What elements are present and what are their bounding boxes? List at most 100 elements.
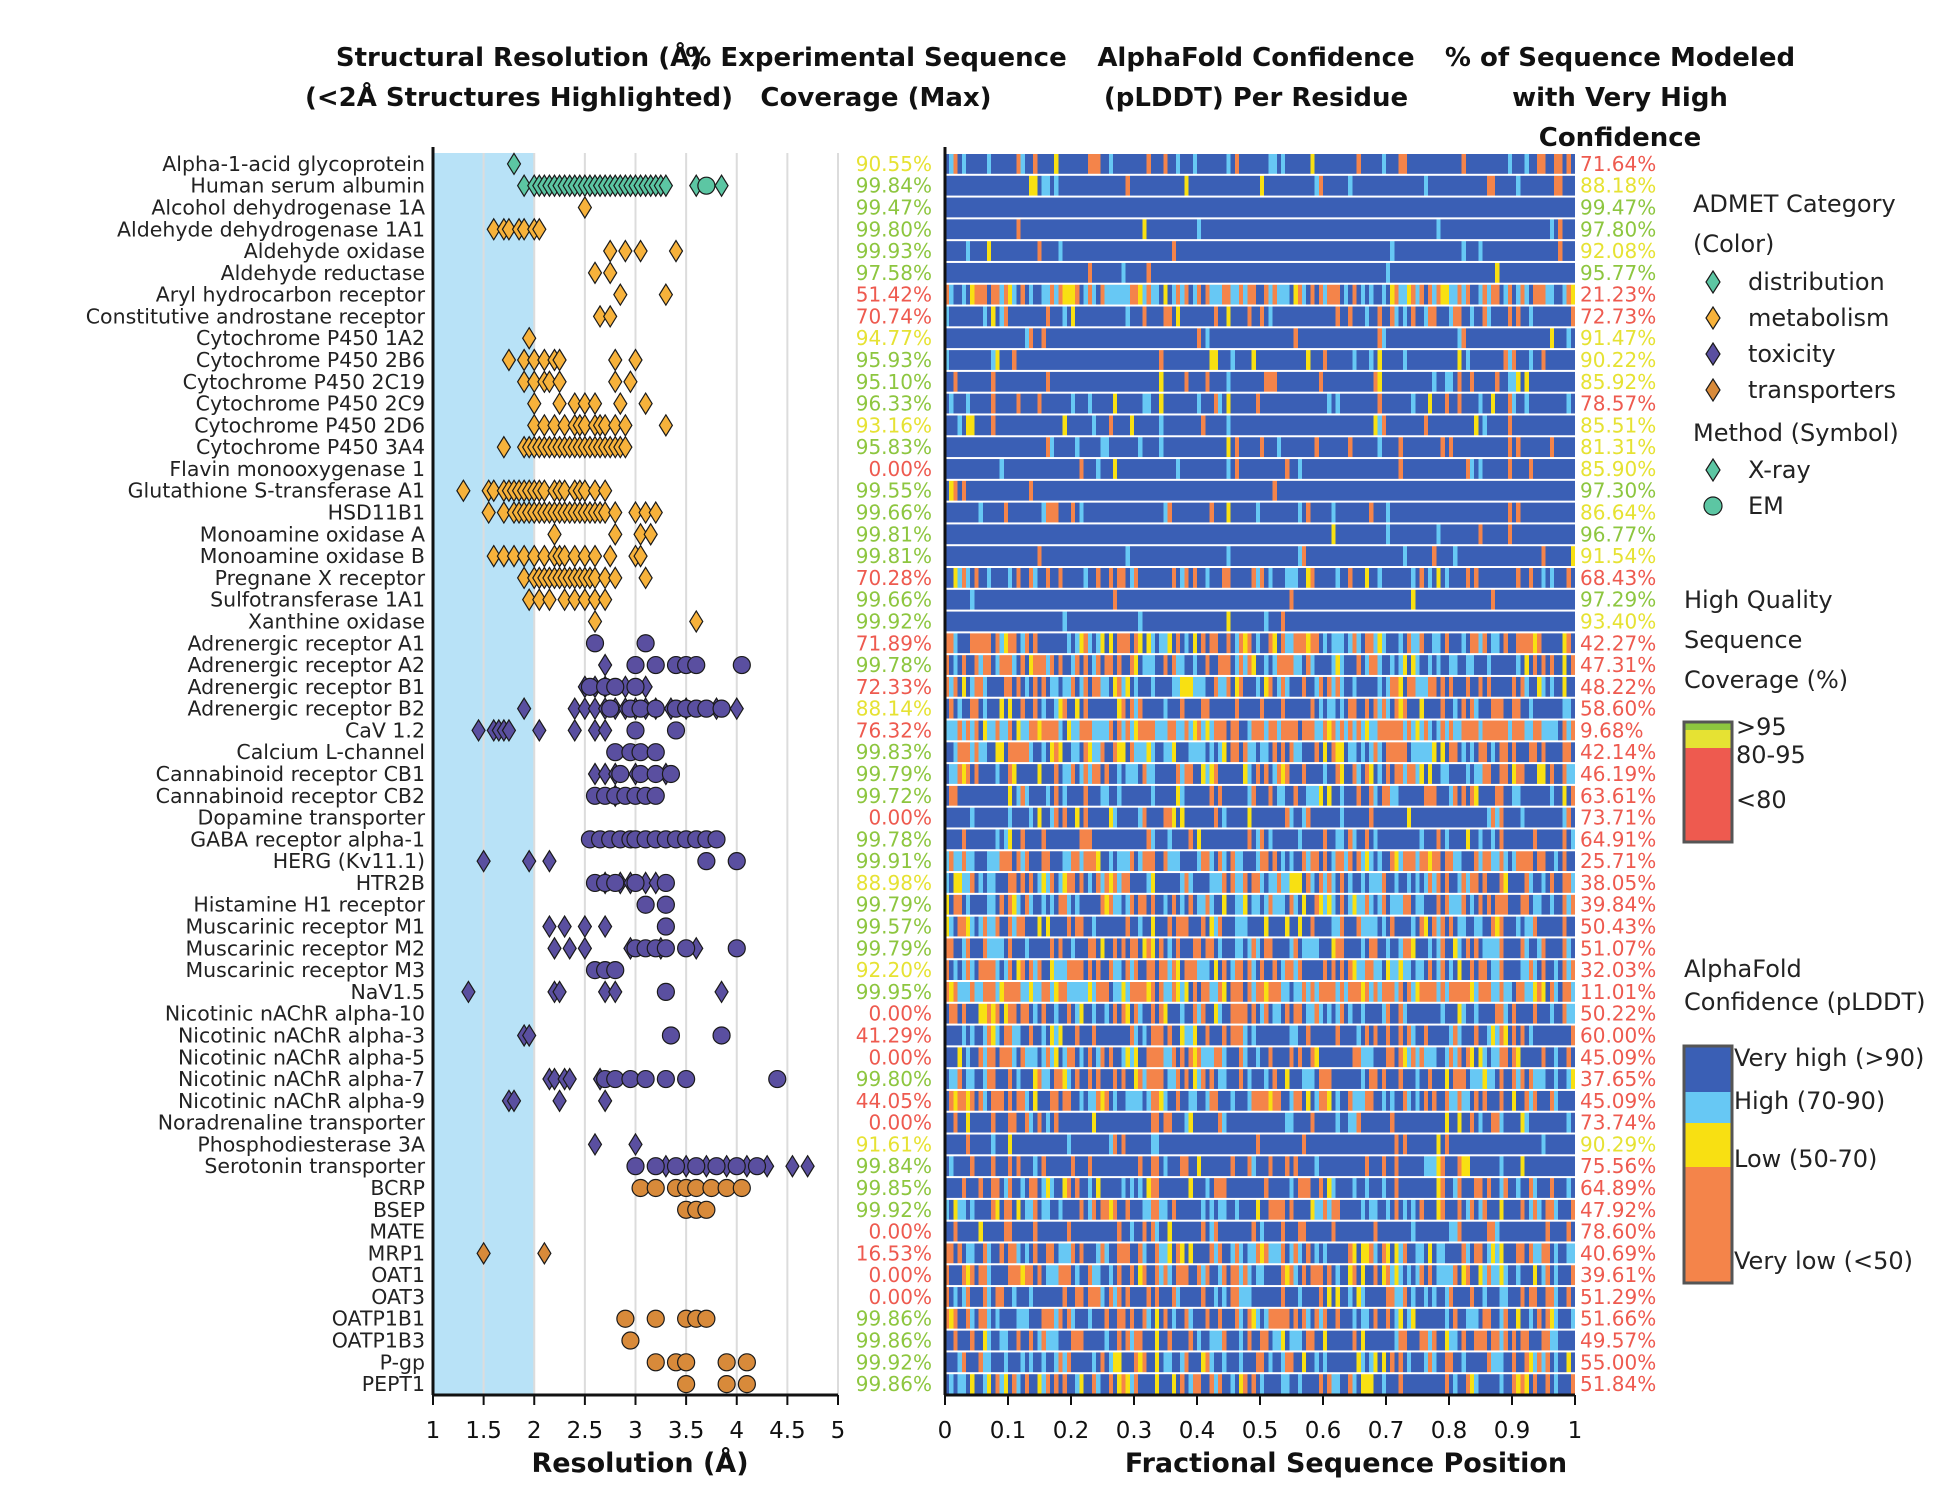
plddt-row: [945, 1112, 1575, 1133]
xray-point: [521, 326, 537, 350]
very-high-value: 46.19%: [1580, 762, 1656, 786]
protein-label: Nicotinic nAChR alpha-9: [178, 1089, 425, 1113]
xray-point: [506, 1089, 522, 1113]
em-point: [737, 1375, 756, 1394]
very-high-value: 58.60%: [1580, 697, 1656, 721]
coverage-value: 99.86%: [856, 1307, 932, 1331]
coverage-value: 0.00%: [868, 1220, 932, 1244]
coverage-value: 51.42%: [856, 283, 932, 307]
coverage-value: 92.20%: [856, 958, 932, 982]
xray-point: [501, 348, 517, 372]
coverage-value: 0.00%: [868, 806, 932, 830]
xray-point: [638, 391, 653, 416]
protein-label: Xanthine oxidase: [248, 609, 425, 633]
protein-label: OATP1B3: [332, 1329, 425, 1353]
em-point: [631, 699, 650, 718]
plddt-tick-label: 1: [1568, 1418, 1583, 1444]
plddt-row: [945, 546, 1575, 566]
em-point: [646, 655, 665, 675]
protein-label: Cannabinoid receptor CB2: [156, 784, 425, 808]
legend-hq-label: 80-95: [1736, 741, 1806, 769]
very-high-value: 90.29%: [1580, 1132, 1656, 1156]
very-high-value: 9.68%: [1580, 718, 1644, 742]
plddt-row: [945, 1178, 1575, 1198]
protein-label: Dopamine transporter: [198, 806, 426, 830]
very-high-value: 85.90%: [1580, 457, 1656, 481]
xray-point: [577, 936, 593, 960]
coverage-value: 0.00%: [868, 1045, 932, 1069]
plddt-row: [945, 1003, 1575, 1024]
plddt-row: [945, 633, 1575, 654]
xray-point: [532, 718, 547, 743]
em-point: [606, 1069, 625, 1089]
protein-label: Muscarinic receptor M3: [185, 958, 425, 982]
plddt-tick-label: 0.1: [990, 1418, 1027, 1444]
coverage-value: 0.00%: [868, 1111, 932, 1135]
protein-label: Alcohol dehydrogenase 1A: [151, 195, 425, 219]
coverage-value: 99.83%: [856, 740, 932, 764]
coverage-value: 99.66%: [856, 501, 932, 525]
plddt-tick-label: 0.9: [1494, 1418, 1531, 1444]
xray-point: [648, 500, 663, 525]
xray-point: [638, 500, 653, 525]
legend-plddt-band: [1684, 1167, 1732, 1283]
very-high-value: 25.71%: [1580, 849, 1656, 873]
xray-point: [587, 609, 603, 634]
xray-point: [658, 282, 674, 307]
plddt-row: [945, 873, 1575, 893]
xray-point: [597, 500, 613, 525]
coverage-value: 99.86%: [856, 1329, 932, 1353]
xray-point: [597, 479, 613, 503]
plddt-row: [945, 459, 1575, 479]
plddt-row: [945, 1025, 1575, 1046]
xray-point: [547, 522, 562, 546]
protein-label: PEPT1: [362, 1372, 425, 1396]
resolution-title: Structural Resolution (Å): [336, 41, 702, 73]
em-point: [677, 939, 696, 958]
xray-point: [608, 522, 623, 546]
protein-label: OATP1B1: [332, 1307, 425, 1331]
em-point: [707, 1157, 726, 1176]
very-high-value: 81.31%: [1580, 435, 1656, 459]
plddt-row: [945, 1199, 1575, 1220]
xray-point: [577, 195, 593, 220]
em-point: [631, 764, 650, 784]
xray-point: [587, 762, 603, 786]
em-point: [656, 982, 675, 1001]
legend-hq-title: High Quality: [1684, 586, 1833, 614]
xray-point: [597, 980, 613, 1004]
plddt-tick-label: 0.8: [1431, 1418, 1468, 1444]
protein-label: NaV1.5: [350, 980, 425, 1004]
protein-label: Sulfotransferase 1A1: [210, 588, 425, 612]
plddt-row: [945, 982, 1575, 1002]
xray-point: [552, 980, 567, 1004]
very-high-value: 92.08%: [1580, 239, 1656, 263]
very-high-value: 49.57%: [1580, 1329, 1656, 1353]
plddt-row: [945, 262, 1575, 283]
em-point: [732, 655, 751, 675]
legend-category-label: toxicity: [1748, 340, 1836, 368]
plddt-row: [945, 655, 1575, 675]
very-high-title: % of Sequence Modeled: [1445, 43, 1795, 73]
plddt-tick-label: 0: [938, 1418, 953, 1444]
em-point: [727, 852, 746, 871]
xray-point: [521, 849, 537, 873]
legend-admet-title-2: (Color): [1693, 230, 1774, 258]
protein-label: Monoamine oxidase A: [200, 522, 425, 546]
protein-label: Adrenergic receptor B2: [187, 697, 425, 721]
very-high-value: 51.66%: [1580, 1307, 1656, 1331]
very-high-value: 42.14%: [1580, 740, 1656, 764]
very-high-value: 48.22%: [1580, 675, 1656, 699]
legend-hq-label: >95: [1736, 713, 1787, 741]
coverage-value: 0.00%: [868, 457, 932, 481]
coverage-value: 99.81%: [856, 522, 932, 546]
em-point: [626, 873, 645, 893]
em-point: [727, 939, 746, 958]
em-point: [646, 786, 665, 805]
plddt-row: [945, 437, 1575, 458]
xray-point: [506, 544, 522, 568]
protein-label: MRP1: [368, 1241, 425, 1265]
em-point: [626, 655, 645, 675]
plddt-row: [945, 894, 1575, 915]
very-high-value: 68.43%: [1580, 566, 1656, 590]
